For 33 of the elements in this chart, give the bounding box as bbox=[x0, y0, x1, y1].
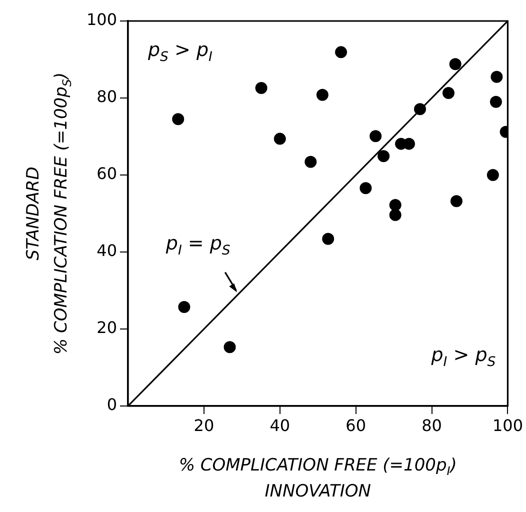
y-tick-label: 20 bbox=[96, 318, 117, 338]
y-tick-label: 0 bbox=[106, 395, 117, 414]
point bbox=[360, 182, 372, 194]
point bbox=[490, 70, 503, 83]
point bbox=[378, 150, 390, 162]
point bbox=[322, 232, 334, 245]
point bbox=[172, 113, 184, 126]
point bbox=[370, 130, 382, 142]
point bbox=[178, 301, 190, 314]
point bbox=[490, 96, 502, 108]
point bbox=[255, 82, 268, 94]
y-tick-label: 100 bbox=[86, 10, 117, 30]
x-tick-label: 40 bbox=[270, 416, 290, 435]
x-tick-label: 80 bbox=[422, 416, 442, 435]
y-tick-label: 80 bbox=[96, 87, 117, 106]
y-tick-label: 60 bbox=[96, 164, 117, 184]
point bbox=[414, 103, 426, 116]
x-tick-label: 60 bbox=[346, 416, 366, 435]
point bbox=[304, 156, 317, 168]
y-tick-label: 40 bbox=[96, 241, 117, 260]
point bbox=[335, 46, 348, 58]
point bbox=[389, 199, 402, 212]
point bbox=[450, 195, 462, 208]
point bbox=[486, 169, 499, 181]
point bbox=[274, 132, 286, 145]
x-tick-label: 100 bbox=[492, 416, 524, 435]
y-axis-title: STANDARD % COMPLICATION FREE (=100pS) bbox=[23, 72, 74, 355]
point bbox=[224, 341, 236, 354]
point bbox=[449, 58, 462, 70]
x-tick-label: 20 bbox=[194, 416, 214, 435]
point bbox=[389, 209, 402, 222]
point bbox=[316, 88, 328, 101]
point bbox=[442, 86, 454, 99]
